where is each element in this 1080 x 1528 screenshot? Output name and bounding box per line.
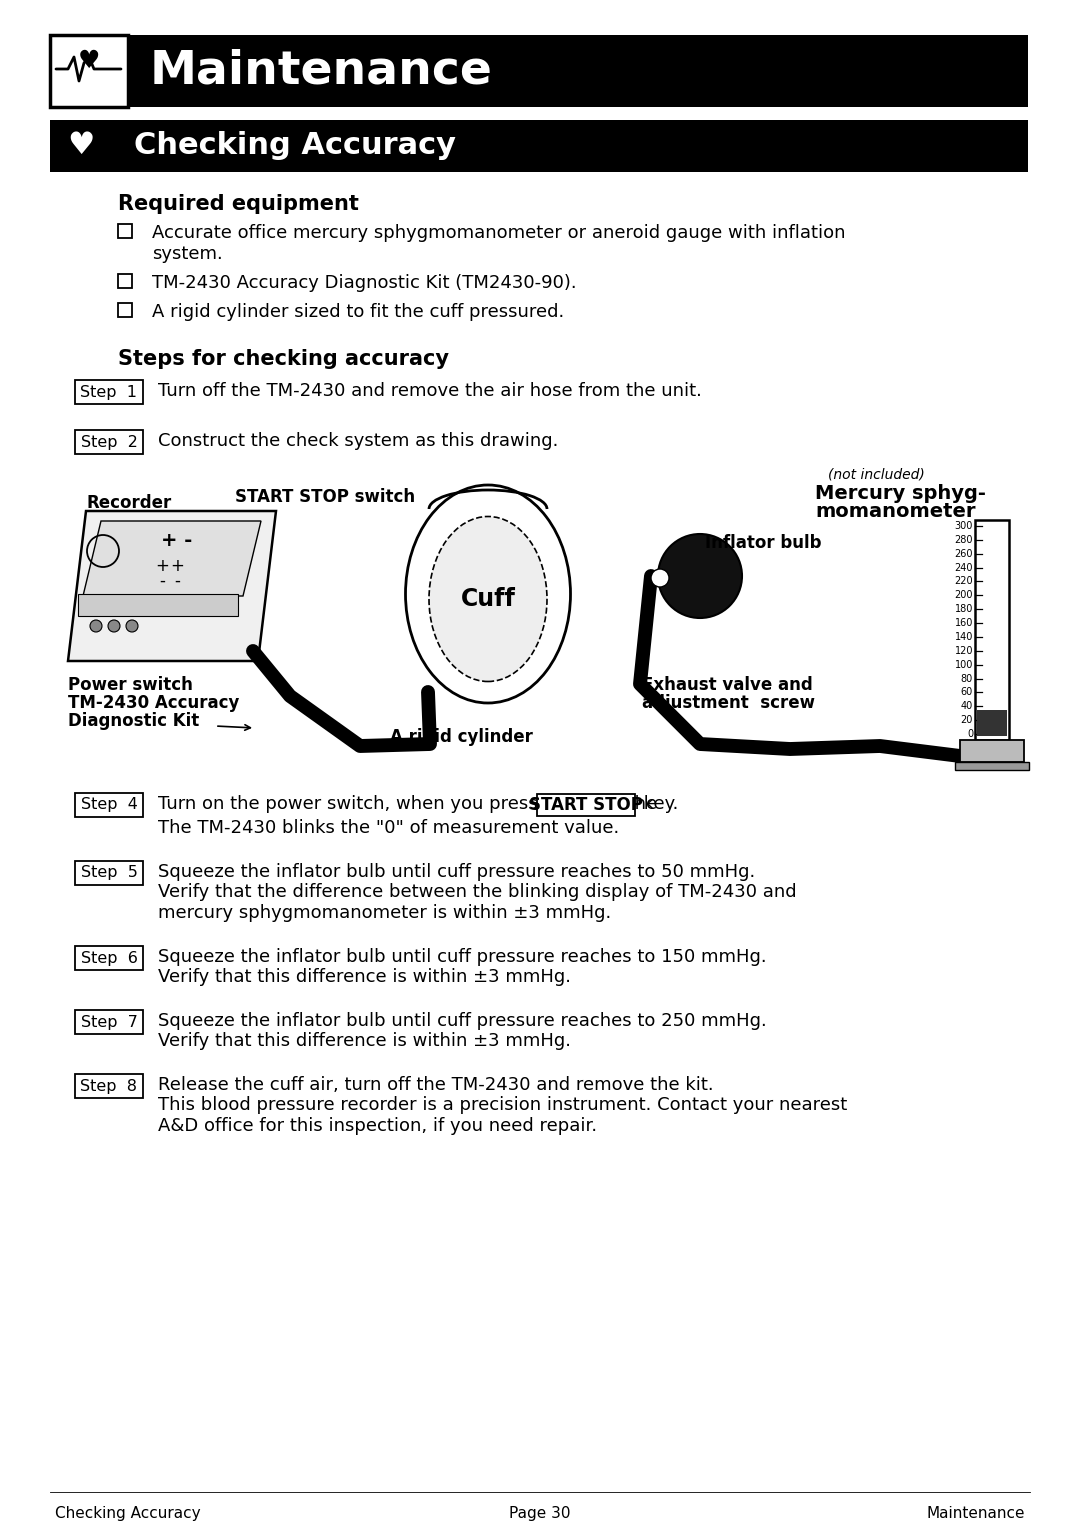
Text: Turn on the power switch, when you press and hold the: Turn on the power switch, when you press… xyxy=(158,795,657,813)
Text: key.: key. xyxy=(638,795,678,813)
Circle shape xyxy=(651,568,669,587)
Text: system.: system. xyxy=(152,244,222,263)
Polygon shape xyxy=(83,521,261,596)
Text: Release the cuff air, turn off the TM-2430 and remove the kit.: Release the cuff air, turn off the TM-24… xyxy=(158,1076,714,1094)
FancyBboxPatch shape xyxy=(75,380,143,403)
Text: adjustment  screw: adjustment screw xyxy=(642,694,815,712)
FancyBboxPatch shape xyxy=(75,946,143,970)
Text: 160: 160 xyxy=(955,617,973,628)
Text: +: + xyxy=(156,558,168,575)
Bar xyxy=(955,762,1029,770)
Bar xyxy=(960,740,1024,762)
Ellipse shape xyxy=(405,484,570,703)
Bar xyxy=(50,121,112,173)
Bar xyxy=(78,594,238,616)
Text: 60: 60 xyxy=(961,688,973,697)
Bar xyxy=(118,303,132,316)
Text: Step  8: Step 8 xyxy=(81,1079,137,1094)
Text: ♥: ♥ xyxy=(78,49,100,73)
Circle shape xyxy=(126,620,138,633)
Text: -: - xyxy=(159,571,165,590)
Text: Maintenance: Maintenance xyxy=(927,1507,1025,1520)
Text: Diagnostic Kit: Diagnostic Kit xyxy=(68,712,199,730)
Text: + -: + - xyxy=(161,532,192,550)
Bar xyxy=(118,274,132,287)
Text: 260: 260 xyxy=(955,549,973,559)
Text: A rigid cylinder sized to fit the cuff pressured.: A rigid cylinder sized to fit the cuff p… xyxy=(152,303,564,321)
Text: Accurate office mercury sphygmomanometer or aneroid gauge with inflation: Accurate office mercury sphygmomanometer… xyxy=(152,225,846,241)
Text: 40: 40 xyxy=(961,701,973,711)
Text: Step  4: Step 4 xyxy=(81,798,137,813)
Text: ♥: ♥ xyxy=(67,131,95,160)
Text: A&D office for this inspection, if you need repair.: A&D office for this inspection, if you n… xyxy=(158,1117,597,1135)
Text: Step  6: Step 6 xyxy=(81,950,137,966)
Text: Checking Accuracy: Checking Accuracy xyxy=(134,131,456,160)
Text: A rigid cylinder: A rigid cylinder xyxy=(390,727,532,746)
Text: Checking Accuracy: Checking Accuracy xyxy=(55,1507,201,1520)
Text: Turn off the TM-2430 and remove the air hose from the unit.: Turn off the TM-2430 and remove the air … xyxy=(158,382,702,400)
Text: 120: 120 xyxy=(955,646,973,656)
FancyBboxPatch shape xyxy=(75,793,143,817)
Ellipse shape xyxy=(429,516,546,681)
Bar xyxy=(50,35,129,107)
Text: This blood pressure recorder is a precision instrument. Contact your nearest: This blood pressure recorder is a precis… xyxy=(158,1096,847,1114)
FancyBboxPatch shape xyxy=(75,860,143,885)
Text: Recorder: Recorder xyxy=(86,494,172,512)
Text: Verify that the difference between the blinking display of TM-2430 and: Verify that the difference between the b… xyxy=(158,883,797,902)
Text: 20: 20 xyxy=(960,715,973,726)
Text: Step  2: Step 2 xyxy=(81,434,137,449)
Text: Step  7: Step 7 xyxy=(81,1015,137,1030)
FancyBboxPatch shape xyxy=(538,795,635,816)
Text: 140: 140 xyxy=(955,633,973,642)
Text: Required equipment: Required equipment xyxy=(118,194,359,214)
Text: 240: 240 xyxy=(955,562,973,573)
FancyBboxPatch shape xyxy=(75,1010,143,1034)
Bar xyxy=(129,35,1028,107)
Text: TM-2430 Accuracy Diagnostic Kit (TM2430-90).: TM-2430 Accuracy Diagnostic Kit (TM2430-… xyxy=(152,274,577,292)
Text: 200: 200 xyxy=(955,590,973,601)
Text: Step  1: Step 1 xyxy=(81,385,137,399)
Circle shape xyxy=(658,533,742,617)
Bar xyxy=(975,520,1009,740)
Circle shape xyxy=(108,620,120,633)
Polygon shape xyxy=(68,510,276,662)
Bar xyxy=(118,225,132,238)
Text: +: + xyxy=(170,558,184,575)
Text: Verify that this difference is within ±3 mmHg.: Verify that this difference is within ±3… xyxy=(158,1031,571,1050)
Text: -: - xyxy=(174,571,180,590)
Text: momanometer: momanometer xyxy=(815,503,975,521)
Text: Page 30: Page 30 xyxy=(510,1507,570,1520)
Text: Exhaust valve and: Exhaust valve and xyxy=(642,675,813,694)
FancyBboxPatch shape xyxy=(75,1074,143,1099)
Text: 220: 220 xyxy=(955,576,973,587)
FancyBboxPatch shape xyxy=(75,429,143,454)
Text: 100: 100 xyxy=(955,660,973,669)
Text: 180: 180 xyxy=(955,604,973,614)
Text: mercury sphygmomanometer is within ±3 mmHg.: mercury sphygmomanometer is within ±3 mm… xyxy=(158,905,611,921)
Text: Verify that this difference is within ±3 mmHg.: Verify that this difference is within ±3… xyxy=(158,969,571,986)
Text: Squeeze the inflator bulb until cuff pressure reaches to 50 mmHg.: Squeeze the inflator bulb until cuff pre… xyxy=(158,863,755,882)
Text: Maintenance: Maintenance xyxy=(150,49,492,93)
Text: Mercury sphyg-: Mercury sphyg- xyxy=(815,484,986,503)
Circle shape xyxy=(90,620,102,633)
Text: Steps for checking accuracy: Steps for checking accuracy xyxy=(118,348,449,368)
Text: (not included): (not included) xyxy=(828,468,924,481)
Text: Squeeze the inflator bulb until cuff pressure reaches to 250 mmHg.: Squeeze the inflator bulb until cuff pre… xyxy=(158,1012,767,1030)
Text: START STOP: START STOP xyxy=(529,796,644,814)
Text: TM-2430 Accuracy: TM-2430 Accuracy xyxy=(68,694,240,712)
Text: The TM-2430 blinks the "0" of measurement value.: The TM-2430 blinks the "0" of measuremen… xyxy=(158,819,619,837)
Text: Inflator bulb: Inflator bulb xyxy=(705,533,822,552)
Text: 300: 300 xyxy=(955,521,973,532)
Text: Squeeze the inflator bulb until cuff pressure reaches to 150 mmHg.: Squeeze the inflator bulb until cuff pre… xyxy=(158,947,767,966)
Text: 0: 0 xyxy=(967,729,973,740)
Text: START STOP switch: START STOP switch xyxy=(235,487,415,506)
Bar xyxy=(977,711,1007,736)
Text: 280: 280 xyxy=(955,535,973,545)
Text: Step  5: Step 5 xyxy=(81,865,137,880)
Bar xyxy=(112,121,1028,173)
Text: 80: 80 xyxy=(961,674,973,683)
Text: Power switch: Power switch xyxy=(68,675,193,694)
Text: Cuff: Cuff xyxy=(460,587,515,611)
Text: Construct the check system as this drawing.: Construct the check system as this drawi… xyxy=(158,432,558,451)
